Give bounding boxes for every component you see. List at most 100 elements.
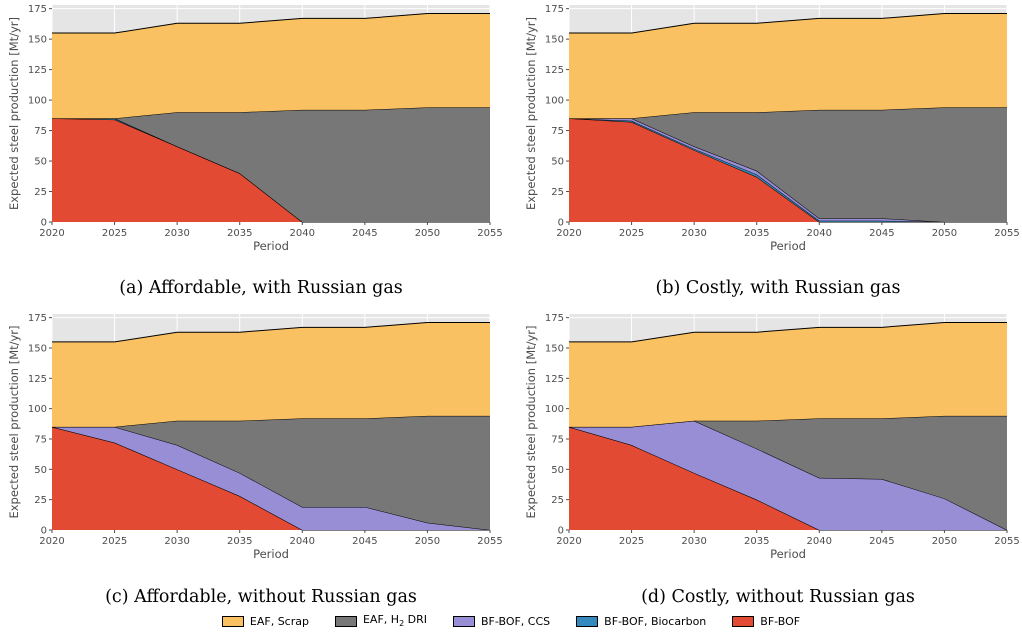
ytick-label: 100 <box>545 404 564 415</box>
ytick-label: 175 <box>28 4 47 15</box>
ytick-label: 25 <box>34 187 47 198</box>
ytick-label: 0 <box>558 218 564 229</box>
ytick-label: 125 <box>545 374 564 385</box>
ytick-label: 125 <box>28 374 47 385</box>
legend-item-eaf-h2-dri: EAF, H2 DRI <box>334 613 428 629</box>
ytick-label: 125 <box>28 65 47 76</box>
ytick-label: 150 <box>545 343 564 354</box>
legend-label-bf-bof-biocarbon: BF-BOF, Biocarbon <box>604 614 707 628</box>
boundary-eaf-scrap <box>569 321 1007 343</box>
ytick-label: 50 <box>34 157 47 168</box>
xtick-label: 2035 <box>227 536 252 547</box>
area-eaf-scrap <box>569 322 1007 427</box>
legend-label-bf-bof-ccs: BF-BOF, CCS <box>481 614 551 628</box>
ytick-label: 25 <box>34 495 47 506</box>
x-axis-label: Period <box>253 239 289 253</box>
ytick-label: 150 <box>28 343 47 354</box>
ytick-label: 150 <box>545 35 564 46</box>
area-eaf-h2-dri <box>52 415 490 530</box>
ytick-label: 25 <box>551 187 564 198</box>
panel-caption: (a) Affordable, with Russian gas <box>119 278 403 298</box>
panel-a: 0 25 50 75 100 125 150 175 2020 2025 2030 2035 2040 2… <box>7 4 503 298</box>
ytick-label: 175 <box>545 313 564 324</box>
xtick-label: 2045 <box>352 536 377 547</box>
area-eaf-h2-dri <box>569 107 1007 222</box>
x-axis-label: Period <box>770 239 806 253</box>
xtick-label: 2040 <box>807 536 832 547</box>
y-axis-label: Expected steel production [Mt/yr] <box>7 325 21 518</box>
ytick-label: 25 <box>551 495 564 506</box>
ytick-label: 100 <box>28 96 47 107</box>
xtick-label: 2040 <box>290 228 315 239</box>
area-eaf-scrap <box>52 322 490 427</box>
xtick-label: 2025 <box>102 228 127 239</box>
xtick-label: 2020 <box>556 228 581 239</box>
legend-swatch-eaf-scrap <box>221 615 244 627</box>
legend-item-bf-bof-biocarbon: BF-BOF, Biocarbon <box>576 615 706 628</box>
ytick-label: 125 <box>545 65 564 76</box>
panel-caption: (c) Affordable, without Russian gas <box>105 587 417 607</box>
legend-swatch-eaf-h2-dri <box>334 615 357 627</box>
area-eaf-h2-dri <box>52 107 490 222</box>
legend-item-bf-bof: BF-BOF <box>732 615 800 628</box>
area-eaf-h2-dri <box>569 415 1007 530</box>
ytick-label: 75 <box>551 126 564 137</box>
xtick-label: 2040 <box>290 536 315 547</box>
xtick-label: 2045 <box>869 228 894 239</box>
y-axis-label: Expected steel production [Mt/yr] <box>7 17 21 210</box>
legend-item-eaf-scrap: EAF, Scrap <box>221 614 309 628</box>
ytick-label: 100 <box>28 404 47 415</box>
xtick-label: 2055 <box>477 228 502 239</box>
area-bf-bof <box>569 426 1007 530</box>
xtick-label: 2025 <box>619 228 644 239</box>
xtick-label: 2050 <box>415 536 440 547</box>
xtick-label: 2045 <box>869 536 894 547</box>
x-axis-label: Period <box>770 547 806 561</box>
ytick-label: 175 <box>545 4 564 15</box>
x-axis-label: Period <box>253 547 289 561</box>
xtick-label: 2030 <box>681 536 706 547</box>
boundary-eaf-scrap <box>52 321 490 343</box>
boundary-bf-bof-ccs <box>569 117 1007 223</box>
area-bf-bof-ccs <box>569 420 1007 530</box>
y-axis-label: Expected steel production [Mt/yr] <box>524 325 538 518</box>
xtick-label: 2035 <box>744 228 769 239</box>
xtick-label: 2030 <box>164 536 189 547</box>
legend-label-eaf-h2-dri: EAF, H2 DRI <box>362 613 428 629</box>
xtick-label: 2055 <box>477 536 502 547</box>
area-bf-bof <box>569 118 1007 222</box>
area-eaf-scrap <box>52 13 490 119</box>
boundary-eaf-scrap <box>52 13 490 34</box>
ytick-label: 175 <box>28 313 47 324</box>
xtick-label: 2045 <box>352 228 377 239</box>
panel-caption: (b) Costly, with Russian gas <box>656 278 901 298</box>
legend-label-eaf-scrap: EAF, Scrap <box>249 614 309 628</box>
xtick-label: 2050 <box>932 228 957 239</box>
panel-d: 0 25 50 75 100 125 150 175 2020 2025 2030 2035 2040 2… <box>524 313 1020 607</box>
xtick-label: 2020 <box>39 228 64 239</box>
ytick-label: 0 <box>41 526 47 537</box>
legend-swatch-bf-bof-ccs <box>453 615 476 627</box>
panel-c: 0 25 50 75 100 125 150 175 2020 2025 2030 2035 2040 2… <box>7 313 503 607</box>
area-eaf-scrap <box>569 13 1007 119</box>
boundary-eaf-scrap <box>569 13 1007 34</box>
xtick-label: 2040 <box>807 228 832 239</box>
xtick-label: 2030 <box>681 228 706 239</box>
xtick-label: 2055 <box>994 536 1019 547</box>
ytick-label: 75 <box>34 434 47 445</box>
xtick-label: 2035 <box>744 536 769 547</box>
area-bf-bof <box>52 426 490 530</box>
xtick-label: 2020 <box>39 536 64 547</box>
xtick-label: 2050 <box>932 536 957 547</box>
legend-swatch-bf-bof-biocarbon <box>576 615 599 627</box>
legend-item-bf-bof-ccs: BF-BOF, CCS <box>453 615 550 628</box>
ytick-label: 75 <box>551 434 564 445</box>
legend-label-bf-bof: BF-BOF <box>760 614 801 628</box>
ytick-label: 75 <box>34 126 47 137</box>
ytick-label: 50 <box>551 157 564 168</box>
ytick-label: 50 <box>551 465 564 476</box>
legend-swatch-bf-bof <box>732 615 755 627</box>
panel-b: 0 25 50 75 100 125 150 175 2020 2025 2030 2035 2040 2… <box>524 4 1020 298</box>
y-axis-label: Expected steel production [Mt/yr] <box>524 17 538 210</box>
